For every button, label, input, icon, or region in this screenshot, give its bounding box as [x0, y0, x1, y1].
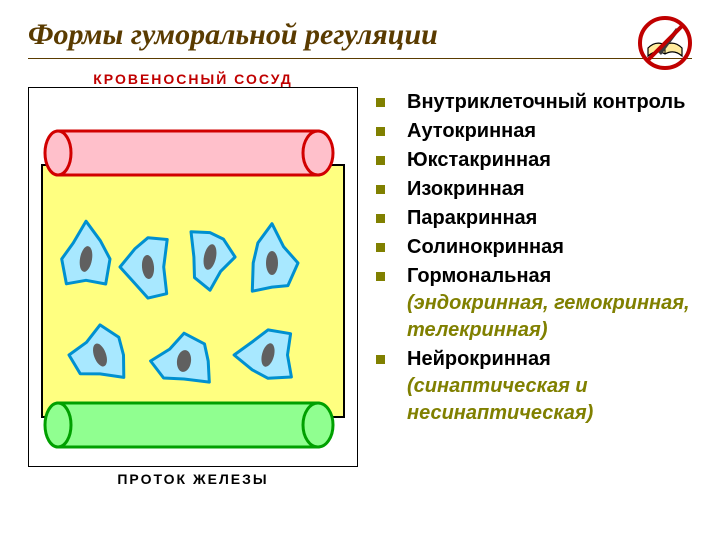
list-item-text: Аутокринная [407, 118, 536, 145]
list-item-main: Солинокринная [407, 236, 564, 258]
list-bullet-icon [376, 355, 385, 364]
list-bullet-icon [376, 185, 385, 194]
list-bullet-icon [376, 98, 385, 107]
forms-list-item: Нейрокринная (синаптическая и несинаптич… [376, 346, 692, 427]
content-row: КРОВЕНОСНЫЙ СОСУД ПРОТОК ЖЕЛЕЗЫ Внутрикл… [28, 71, 692, 487]
diagram-column: КРОВЕНОСНЫЙ СОСУД ПРОТОК ЖЕЛЕЗЫ [28, 71, 358, 487]
forms-list-item: Внутриклеточный контроль [376, 89, 692, 116]
list-bullet-icon [376, 243, 385, 252]
list-item-sub: (эндокринная, гемокринная, телекринная) [407, 292, 690, 341]
list-item-main: Нейрокринная [407, 348, 551, 370]
list-item-main: Аутокринная [407, 120, 536, 142]
list-column: Внутриклеточный контроль Аутокринная Юкста… [376, 71, 692, 487]
list-bullet-icon [376, 156, 385, 165]
gland-duct-label: ПРОТОК ЖЕЛЕЗЫ [28, 471, 358, 487]
forms-list-item: Солинокринная [376, 234, 692, 261]
list-bullet-icon [376, 272, 385, 281]
forms-list-item: Изокринная [376, 176, 692, 203]
slide-title: Формы гуморальной регуляции [28, 18, 692, 52]
list-item-sub: (синаптическая и несинаптическая) [407, 375, 593, 424]
list-item-main: Паракринная [407, 207, 537, 229]
list-item-main: Юкстакринная [407, 149, 551, 171]
list-item-main: Изокринная [407, 178, 525, 200]
list-item-text: Юкстакринная [407, 147, 551, 174]
list-item-text: Внутриклеточный контроль [407, 89, 685, 116]
forms-list-item: Гормональная (эндокринная, гемокринная, … [376, 263, 692, 344]
title-underline: Формы гуморальной регуляции [28, 18, 692, 59]
list-bullet-icon [376, 127, 385, 136]
no-writing-icon [636, 14, 694, 72]
forms-list: Внутриклеточный контроль Аутокринная Юкста… [376, 89, 692, 427]
forms-list-item: Паракринная [376, 205, 692, 232]
blood-vessel-label: КРОВЕНОСНЫЙ СОСУД [28, 71, 358, 87]
forms-list-item: Юкстакринная [376, 147, 692, 174]
list-item-text: Солинокринная [407, 234, 564, 261]
list-item-main: Гормональная [407, 265, 551, 287]
list-item-text: Нейрокринная (синаптическая и несинаптич… [407, 346, 692, 427]
tissue-diagram [28, 87, 358, 467]
list-item-text: Изокринная [407, 176, 525, 203]
forms-list-item: Аутокринная [376, 118, 692, 145]
list-item-text: Паракринная [407, 205, 537, 232]
list-item-text: Гормональная (эндокринная, гемокринная, … [407, 263, 692, 344]
list-item-main: Внутриклеточный контроль [407, 91, 685, 113]
list-bullet-icon [376, 214, 385, 223]
